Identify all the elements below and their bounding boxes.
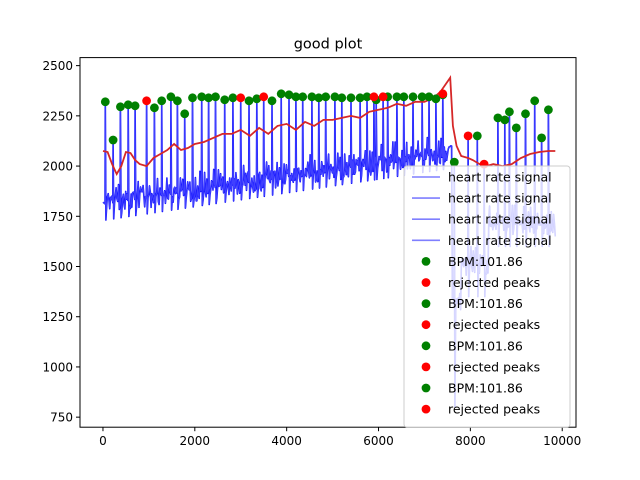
chart-title: good plot — [294, 37, 363, 53]
legend-label: BPM:101.86 — [448, 254, 523, 269]
accepted-peak-marker — [330, 92, 340, 102]
legend-accepted-marker — [421, 299, 431, 308]
legend-accepted-marker — [421, 341, 431, 351]
x-tick-label: 4000 — [271, 434, 302, 448]
accepted-peak-marker — [180, 109, 190, 119]
accepted-peak-marker — [116, 102, 125, 112]
legend-rejected-marker — [421, 278, 431, 287]
accepted-peak-marker — [188, 93, 197, 103]
legend-label: heart rate signal — [448, 191, 552, 206]
accepted-peak-marker — [123, 100, 133, 110]
accepted-peak-marker — [291, 92, 301, 102]
accepted-peak-marker — [314, 93, 324, 103]
legend-label: heart rate signal — [448, 212, 552, 227]
rejected-peak-marker — [259, 92, 269, 102]
rejected-peak-marker — [463, 131, 473, 141]
legend-label: BPM:101.86 — [448, 296, 523, 311]
rejected-peak-marker — [236, 93, 246, 103]
y-tick-label: 1750 — [42, 210, 73, 224]
accepted-peak-marker — [505, 107, 514, 117]
y-tick-label: 2500 — [42, 59, 73, 73]
legend-label: rejected peaks — [448, 359, 540, 374]
accepted-peak-marker — [173, 96, 182, 106]
y-tick-label: 1500 — [42, 260, 73, 274]
accepted-peak-marker — [399, 92, 409, 102]
accepted-peak-marker — [544, 105, 553, 115]
accepted-peak-marker — [130, 101, 140, 111]
accepted-peak-marker — [150, 103, 159, 113]
y-tick-label: 750 — [50, 411, 73, 425]
legend-label: BPM:101.86 — [448, 338, 523, 353]
x-tick-label: 0 — [99, 434, 107, 448]
accepted-peak-marker — [521, 109, 530, 119]
x-tick-label: 6000 — [363, 434, 394, 448]
moving-average-line — [102, 75, 556, 177]
accepted-peak-marker — [337, 93, 347, 103]
legend-rejected-marker — [421, 320, 431, 330]
rejected-peak-marker — [369, 92, 379, 102]
accepted-peak-marker — [472, 131, 482, 141]
y-tick-label: 1000 — [42, 360, 73, 374]
legend-accepted-marker — [421, 257, 431, 266]
accepted-peak-marker — [493, 113, 503, 123]
legend-label: rejected peaks — [448, 402, 540, 417]
accepted-peak-marker — [417, 92, 427, 102]
x-tick-label: 2000 — [180, 434, 211, 448]
x-tick-label: 8000 — [455, 434, 486, 448]
accepted-peak-marker — [424, 92, 434, 102]
legend: heart rate signal heart rate signal heart … — [403, 165, 571, 428]
accepted-peak-marker — [204, 93, 214, 103]
accepted-peak-marker — [298, 92, 308, 102]
legend-label: BPM:101.86 — [448, 381, 523, 396]
accepted-peak-marker — [276, 89, 286, 99]
x-tick-label: 10000 — [543, 434, 581, 448]
legend-rejected-marker — [421, 362, 431, 372]
accepted-peak-marker — [321, 92, 331, 102]
y-tick-label: 2250 — [42, 109, 73, 123]
accepted-peak-marker — [244, 96, 254, 106]
accepted-peak-marker — [252, 94, 262, 104]
y-tick-label: 1250 — [42, 310, 73, 324]
accepted-peak-marker — [500, 115, 510, 125]
accepted-peak-marker — [511, 123, 521, 133]
accepted-peak-marker — [197, 92, 207, 102]
accepted-peak-marker — [449, 157, 459, 167]
accepted-peak-marker — [355, 93, 365, 103]
axes-frame — [79, 57, 577, 428]
accepted-peak-marker — [307, 92, 317, 102]
accepted-peak-marker — [157, 96, 167, 106]
legend-accepted-marker — [421, 383, 431, 393]
accepted-peak-marker — [220, 95, 230, 105]
accepted-peak-marker — [346, 93, 356, 103]
accepted-peak-marker — [392, 92, 402, 102]
y-tick-label: 2000 — [42, 160, 73, 174]
accepted-peak-marker — [537, 133, 546, 143]
rejected-peak-marker — [142, 96, 152, 106]
accepted-peak-marker — [530, 96, 540, 106]
accepted-peak-marker — [211, 92, 220, 102]
legend-rejected-marker — [421, 404, 431, 414]
rejected-peak-marker — [378, 92, 388, 102]
legend-label: rejected peaks — [448, 317, 540, 332]
accepted-peak-marker — [431, 94, 441, 104]
legend-box — [403, 165, 571, 428]
accepted-peak-marker — [166, 92, 176, 102]
accepted-peak-marker — [228, 93, 238, 103]
legend-label: rejected peaks — [448, 275, 540, 290]
accepted-peak-marker — [408, 92, 418, 102]
accepted-peak-marker — [284, 90, 294, 100]
axes: 0 2000 4000 6000 8000 10000 750 1000 1250 1500 175… — [42, 59, 581, 448]
accepted-peak-marker — [108, 135, 118, 145]
rejected-peak-marker — [438, 89, 448, 99]
accepted-peak-marker — [362, 92, 372, 102]
legend-label: heart rate signal — [448, 233, 552, 248]
legend-label: heart rate signal — [448, 170, 552, 185]
accepted-peak-marker — [267, 96, 277, 106]
accepted-peak-marker — [100, 97, 110, 107]
